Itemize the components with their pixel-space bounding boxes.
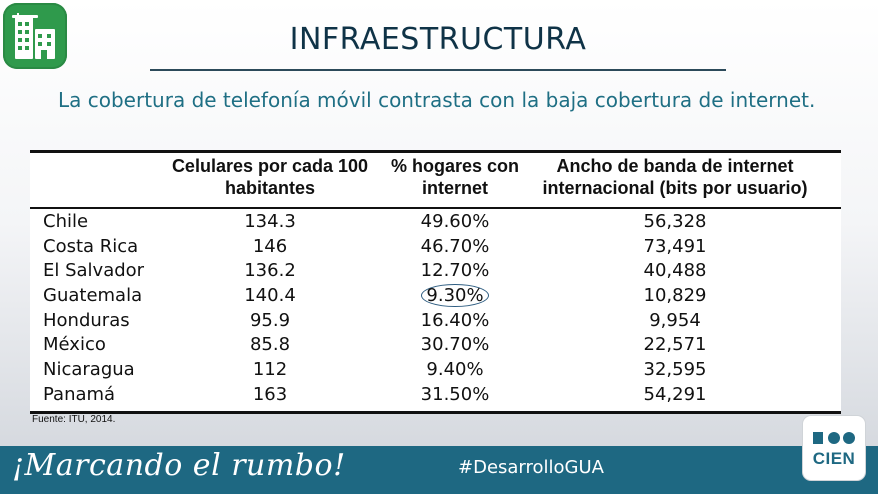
cellphones-cell: 85.8 (249, 334, 291, 356)
internet-cell: 9.40% (426, 359, 484, 381)
column-header-internet-households: % hogares con internet (390, 156, 520, 198)
title-divider (150, 69, 726, 71)
bandwidth-cell: 10,829 (643, 285, 707, 307)
column-header-cellphones: Celulares por cada 100 habitantes (171, 156, 369, 198)
bandwidth-cell: 54,291 (643, 383, 707, 405)
table-row: Guatemala 140.4 9.30% 10,829 (30, 284, 841, 309)
internet-cell: 12.70% (420, 260, 490, 282)
table-row: Honduras 95.9 16.40% 9,954 (30, 309, 841, 334)
bandwidth-cell: 32,595 (643, 359, 707, 381)
footer-slogan: ¡Marcando el rumbo! (12, 448, 346, 483)
table-row: Costa Rica 146 46.70% 73,491 (30, 235, 841, 260)
cellphones-cell: 163 (252, 383, 288, 405)
page-subtitle: La cobertura de telefonía móvil contrast… (58, 88, 816, 112)
country-cell: Guatemala (43, 285, 143, 307)
footer-bar (0, 446, 878, 494)
page-title: INFRAESTRUCTURA (289, 22, 587, 57)
highlight-ellipse: 9.30% (421, 284, 489, 308)
building-logo-icon (3, 3, 67, 69)
country-cell: Honduras (43, 309, 130, 331)
internet-cell-highlighted: 9.30% (390, 284, 520, 308)
cellphones-cell: 134.3 (244, 211, 296, 232)
internet-cell: 31.50% (420, 383, 490, 405)
cellphones-cell: 112 (252, 359, 288, 381)
table-body: Chile 134.3 49.60% 56,328 Costa Rica 146… (30, 210, 841, 408)
footer-hashtag: #DesarrolloGUA (458, 457, 604, 478)
cien-logo-icon: CIEN (803, 416, 865, 480)
internet-cell: 46.70% (420, 235, 490, 257)
internet-cell: 30.70% (420, 334, 490, 356)
bandwidth-cell: 9,954 (649, 309, 701, 331)
column-header-bandwidth: Ancho de banda de internet internacional… (542, 156, 808, 198)
table-row: Panamá 163 31.50% 54,291 (30, 383, 841, 408)
internet-cell: 16.40% (420, 309, 490, 331)
country-cell: Chile (43, 211, 89, 232)
bandwidth-cell: 73,491 (643, 235, 707, 257)
bandwidth-cell: 56,328 (643, 211, 707, 232)
country-cell: Costa Rica (43, 235, 139, 257)
cellphones-cell: 146 (252, 235, 288, 257)
country-cell: Nicaragua (43, 359, 135, 381)
cien-logo-text: CIEN (812, 449, 856, 468)
internet-cell: 49.60% (420, 211, 490, 232)
table-row: Chile 134.3 49.60% 56,328 (30, 210, 841, 235)
table-row: El Salvador 136.2 12.70% 40,488 (30, 259, 841, 284)
cellphones-cell: 95.9 (249, 309, 291, 331)
bandwidth-cell: 22,571 (643, 334, 707, 356)
country-cell: Panamá (43, 383, 116, 405)
source-note: Fuente: ITU, 2014. (32, 414, 116, 425)
table-row: México 85.8 30.70% 22,571 (30, 333, 841, 358)
cellphones-cell: 140.4 (244, 285, 296, 307)
table-row: Nicaragua 112 9.40% 32,595 (30, 358, 841, 383)
country-cell: El Salvador (43, 260, 145, 282)
cellphones-cell: 136.2 (244, 260, 296, 282)
country-cell: México (43, 334, 106, 356)
header-divider (30, 207, 841, 209)
data-table: Celulares por cada 100 habitantes % hoga… (30, 150, 841, 414)
bandwidth-cell: 40,488 (643, 260, 707, 282)
